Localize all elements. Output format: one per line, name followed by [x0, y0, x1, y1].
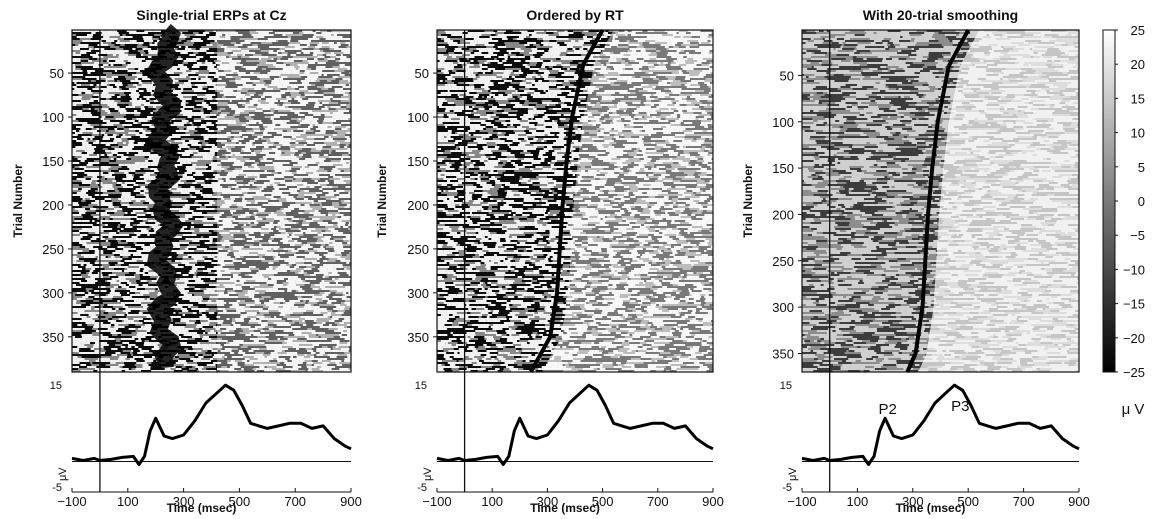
heatmap-image [437, 30, 784, 372]
x-tick-label: 700 [284, 494, 306, 509]
colorbar-tick-label: 0 [1138, 194, 1145, 209]
y-tick-label: 100 [772, 115, 794, 130]
erp-trace [72, 385, 351, 464]
erp-y-tick-label: -5 [417, 482, 427, 494]
x-tick-label: −100 [57, 494, 86, 509]
erp-y-tick-label: -5 [52, 482, 62, 494]
y-tick-label: 300 [42, 286, 64, 301]
x-tick-label: 900 [1068, 494, 1090, 509]
panel-title: Ordered by RT [526, 7, 624, 23]
y-tick-label: 150 [772, 161, 794, 176]
y-tick-label: 50 [415, 66, 429, 81]
y-tick-label: 50 [780, 68, 794, 83]
colorbar-unit-label: μ V [1122, 401, 1145, 418]
colorbar-tick-label: −20 [1123, 331, 1145, 346]
erp-unit-label: μV [422, 467, 434, 481]
erp-y-tick-label: 15 [50, 380, 62, 392]
y-tick-label: 100 [407, 110, 429, 125]
y-tick-label: 300 [407, 286, 429, 301]
colorbar-tick-label: 5 [1138, 160, 1145, 175]
x-tick-label: 100 [481, 494, 503, 509]
y-tick-label: 350 [407, 330, 429, 345]
y-tick-label: 200 [407, 198, 429, 213]
y-tick-label: 300 [772, 300, 794, 315]
erp-unit-label: μV [787, 467, 799, 481]
erp-y-tick-label: 15 [415, 380, 427, 392]
erp-y-tick-label: -5 [782, 482, 792, 494]
panel-title: Single-trial ERPs at Cz [136, 7, 286, 23]
panel-title: With 20-trial smoothing [863, 7, 1018, 23]
heatmap-image [802, 30, 1149, 372]
erp-trace [437, 385, 713, 464]
x-tick-label: 700 [647, 494, 669, 509]
erp-y-tick-label: 15 [780, 380, 792, 392]
peak-annotation: P2 [878, 401, 896, 418]
erp-unit-label: μV [57, 467, 69, 481]
x-tick-label: 100 [847, 494, 869, 509]
y-tick-label: 150 [42, 154, 64, 169]
colorbar-tick-label: 10 [1131, 126, 1145, 141]
x-tick-label: 700 [1013, 494, 1035, 509]
y-tick-label: 250 [42, 242, 64, 257]
y-tick-label: 50 [50, 66, 64, 81]
colorbar-tick-label: −25 [1123, 365, 1145, 380]
y-axis-label: Trial Number [11, 164, 25, 238]
colorbar-tick-label: −5 [1130, 228, 1145, 243]
x-tick-label: −100 [422, 494, 451, 509]
panel-3: With 20-trial smoothing50100150200250300… [741, 7, 1149, 515]
colorbar-tick-label: 20 [1131, 57, 1145, 72]
x-tick-label: 900 [702, 494, 724, 509]
heatmap-image [72, 30, 351, 372]
x-axis-label: Time (msec) [896, 501, 966, 515]
x-tick-label: 100 [117, 494, 139, 509]
colorbar-tick-label: −15 [1123, 297, 1145, 312]
colorbar-tick-label: −10 [1123, 262, 1145, 277]
x-tick-label: 900 [340, 494, 362, 509]
panel-2: Ordered by RT 50 100 150 200 250 300 350 Trial N… [375, 7, 784, 515]
panel-1: Single-trial ERPs at Cz 50 100 150 200 250 300… [11, 7, 362, 515]
y-tick-label: 200 [42, 198, 64, 213]
y-tick-label: 250 [407, 242, 429, 257]
y-axis-label: Trial Number [741, 164, 755, 238]
colorbar-tick-label: 25 [1131, 23, 1145, 38]
x-tick-label: −100 [787, 494, 816, 509]
colorbar-tick-label: 15 [1131, 91, 1145, 106]
y-tick-label: 250 [772, 254, 794, 269]
x-axis-label: Time (msec) [167, 501, 237, 515]
peak-annotation: P3 [951, 398, 969, 415]
y-tick-label: 150 [407, 154, 429, 169]
y-axis-label: Trial Number [375, 164, 389, 238]
erp-trace [802, 385, 1079, 464]
y-tick-label: 100 [42, 110, 64, 125]
y-tick-label: 350 [42, 330, 64, 345]
y-tick-label: 350 [772, 346, 794, 361]
y-tick-label: 200 [772, 207, 794, 222]
x-axis-label: Time (msec) [530, 501, 600, 515]
